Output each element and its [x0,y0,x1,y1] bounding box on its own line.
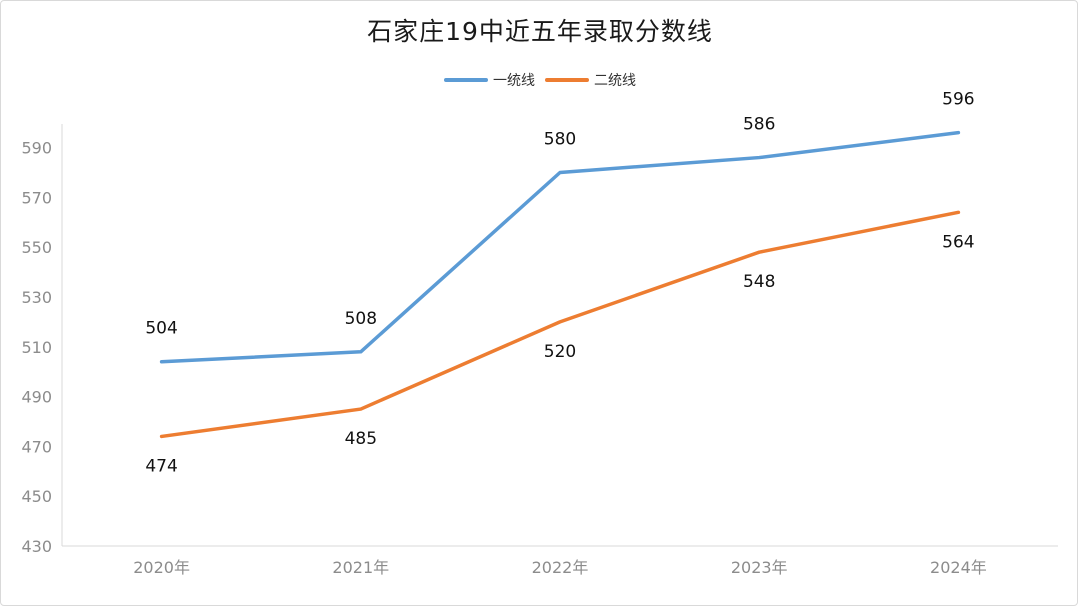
legend-label-series-1: 一统线 [493,73,535,89]
y-tick-label: 470 [21,437,52,456]
legend-swatch-series-1 [444,78,488,82]
legend-swatch-series-2 [545,78,589,82]
x-tick-label: 2023年 [731,558,788,577]
y-tick-label: 450 [21,487,52,506]
x-tick-label: 2022年 [532,558,589,577]
x-tick-label: 2021年 [332,558,389,577]
chart-title: 石家庄19中近五年录取分数线 [367,17,713,46]
data-label-series-1: 596 [942,90,974,110]
y-tick-label: 530 [21,288,52,307]
data-label-series-2: 548 [743,272,775,292]
y-tick-label: 570 [21,188,52,207]
x-tick-label: 2024年 [930,558,987,577]
legend-item-series-2: 二统线 [545,70,636,90]
series-line-1 [159,130,961,364]
y-tick-label: 550 [21,238,52,257]
y-tick-label: 490 [21,388,52,407]
data-label-series-2: 520 [544,342,576,362]
data-label-series-2: 485 [345,429,377,449]
data-label-series-2: 564 [942,232,974,252]
series-line-2 [159,210,961,439]
data-label-series-1: 508 [345,309,377,329]
x-tick-label: 2020年 [133,558,190,577]
legend-item-series-1: 一统线 [444,70,535,90]
chart-legend: 一统线 二统线 [0,70,1080,90]
data-label-series-2: 474 [145,456,177,476]
y-tick-label: 430 [21,537,52,556]
data-label-series-1: 586 [743,115,775,135]
data-label-series-1: 504 [145,319,177,339]
y-tick-label: 590 [21,139,52,158]
data-label-series-1: 580 [544,130,576,150]
y-tick-label: 510 [21,338,52,357]
legend-label-series-2: 二统线 [594,73,636,89]
